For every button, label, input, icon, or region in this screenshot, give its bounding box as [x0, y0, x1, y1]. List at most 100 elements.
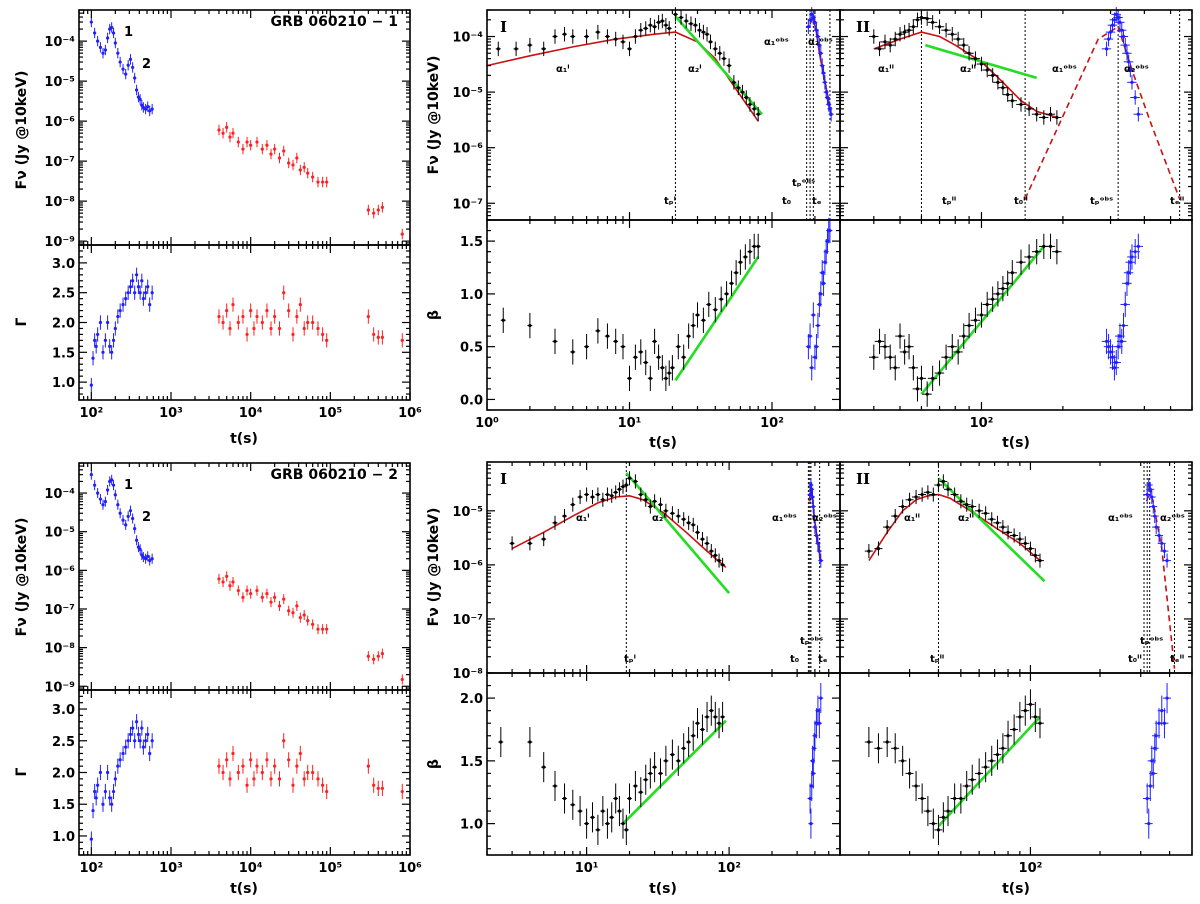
data-point	[295, 309, 299, 324]
data-point	[108, 476, 112, 487]
panel-b2_II_beta: 10²	[839, 672, 1193, 876]
data-point	[1045, 106, 1056, 122]
data-point	[321, 777, 325, 793]
marker	[1165, 559, 1169, 563]
marker	[633, 784, 638, 788]
data-point	[620, 479, 626, 494]
data-point	[956, 783, 965, 814]
data-point	[962, 497, 971, 512]
marker	[633, 34, 638, 39]
t-peak-obs-label: tₚᵒᵇˢ	[1140, 636, 1163, 647]
marker	[590, 495, 595, 499]
marker	[321, 180, 325, 184]
marker	[705, 541, 709, 545]
data-point	[116, 309, 120, 324]
data-point	[819, 58, 825, 73]
data-point	[1024, 101, 1034, 117]
data-point	[106, 484, 110, 496]
data-point	[704, 26, 710, 42]
marker	[138, 291, 142, 295]
data-point	[816, 37, 822, 53]
marker	[306, 171, 310, 175]
data-point	[943, 796, 952, 827]
marker	[306, 770, 310, 775]
data-point	[656, 15, 662, 30]
data-point	[236, 764, 240, 781]
marker	[113, 41, 117, 45]
marker	[893, 514, 897, 518]
data-point	[1116, 22, 1127, 38]
data-point	[1016, 249, 1026, 275]
data-point	[121, 745, 125, 762]
y-tick-label: 2.0	[52, 767, 75, 782]
data-point	[632, 29, 638, 44]
flare-label-1: 1	[124, 25, 133, 40]
marker	[150, 107, 154, 111]
x-tick-label: 10²	[1019, 861, 1043, 876]
data-point	[116, 499, 120, 510]
data-point	[231, 297, 235, 312]
marker	[676, 514, 680, 518]
data-point	[325, 783, 329, 800]
marker	[1118, 20, 1122, 24]
data-point	[726, 58, 732, 73]
marker	[124, 523, 128, 527]
data-point	[694, 708, 700, 739]
y-tick-label: 1.5	[52, 798, 75, 813]
data-point	[136, 542, 141, 553]
marker	[1136, 112, 1140, 116]
marker	[260, 147, 264, 151]
data-point	[541, 752, 547, 783]
marker	[823, 260, 827, 264]
marker	[1114, 360, 1118, 365]
data-point	[908, 19, 918, 34]
data-point	[643, 764, 649, 795]
marker	[131, 279, 135, 283]
data-point	[273, 309, 277, 324]
marker	[664, 759, 668, 763]
marker	[633, 355, 638, 359]
marker	[265, 758, 269, 762]
marker	[941, 815, 945, 819]
marker	[709, 709, 713, 713]
marker	[713, 308, 717, 312]
marker	[621, 822, 625, 826]
marker	[1033, 715, 1037, 719]
data-point	[686, 726, 692, 758]
marker	[1145, 492, 1149, 497]
data-point	[1109, 355, 1120, 381]
data-point	[121, 515, 125, 526]
marker	[719, 297, 723, 301]
marker	[298, 615, 302, 620]
data-point	[265, 139, 269, 151]
marker	[228, 326, 232, 331]
data-point	[987, 512, 996, 527]
t-peak-obs-label: tₚᵒᵇˢ	[792, 178, 815, 189]
data-point	[217, 758, 221, 774]
data-point	[707, 34, 713, 50]
marker	[819, 51, 823, 55]
data-point	[699, 532, 705, 547]
y-tick-label: 2.5	[52, 287, 75, 302]
data-point	[869, 344, 879, 370]
marker	[959, 796, 963, 801]
marker	[372, 211, 376, 215]
data-point	[812, 520, 818, 535]
y-axis-label-flux: Fν (Jy @10keV)	[14, 518, 30, 637]
data-point	[103, 496, 107, 507]
data-point	[904, 334, 914, 360]
x-tick-label: 10⁵	[318, 406, 342, 421]
data-point	[509, 536, 515, 551]
marker	[717, 721, 721, 725]
marker	[893, 366, 897, 370]
data-point	[1035, 553, 1044, 568]
data-point	[669, 739, 675, 770]
marker	[128, 509, 133, 513]
marker	[585, 34, 589, 39]
marker	[648, 376, 652, 380]
marker	[126, 63, 130, 67]
data-point	[126, 511, 130, 522]
marker	[937, 371, 942, 375]
marker	[756, 244, 760, 248]
marker	[946, 809, 950, 813]
